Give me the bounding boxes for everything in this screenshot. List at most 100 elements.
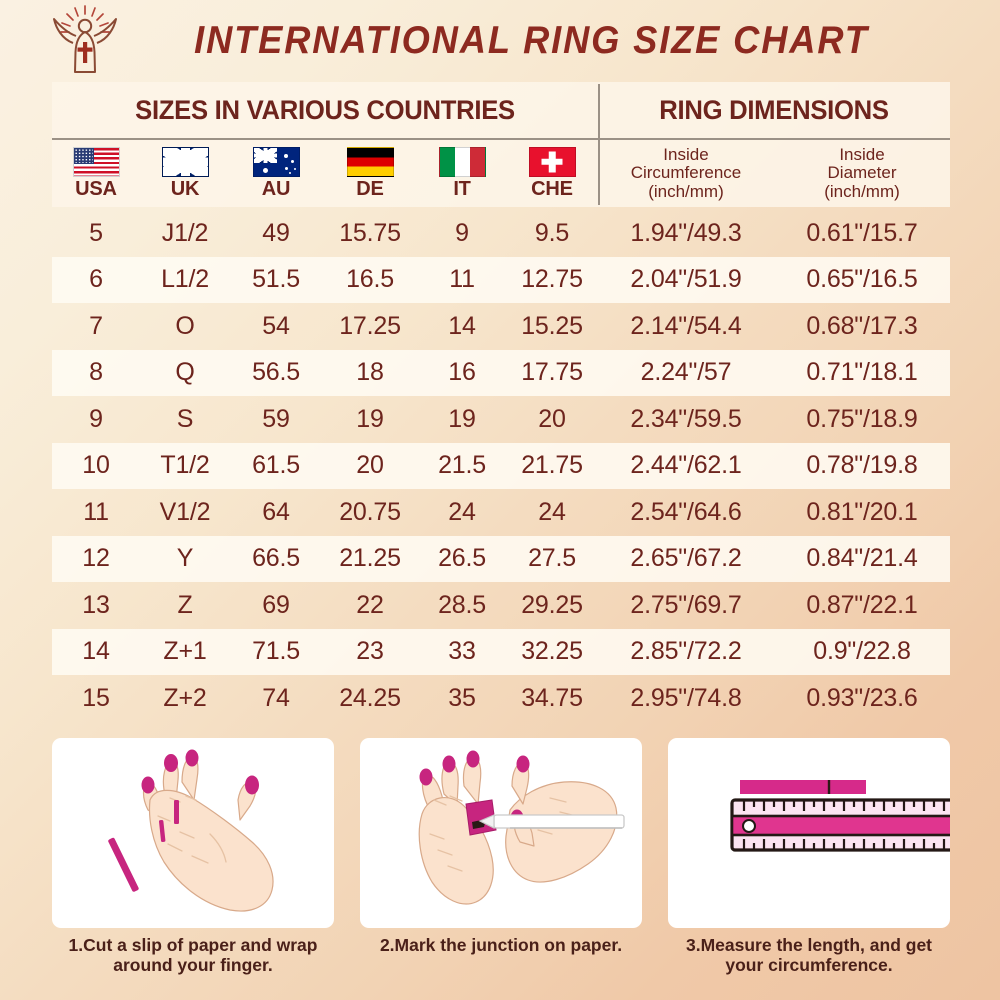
step-2-caption: 2.Mark the junction on paper.: [379, 935, 623, 955]
cell-uk: L1/2: [161, 265, 209, 294]
cell-de: 17.25: [339, 311, 401, 340]
column-code-au: AU: [261, 177, 291, 200]
ring-size-table: 5 J1/2 49 15.75 9 9.5 1.94"/49.3 0.61"/15.7 6 L1/…: [52, 210, 950, 722]
cell-usa: 14: [82, 637, 110, 666]
column-code-it: IT: [453, 177, 471, 200]
diam-line1: Inside: [839, 144, 885, 164]
step-3-caption: 3.Measure the length, and get your circu…: [685, 935, 933, 975]
column-header-uk: UK: [140, 140, 230, 207]
column-code-usa: USA: [75, 177, 117, 200]
cell-au: 66.5: [252, 544, 300, 573]
cell-circ: 2.44"/62.1: [630, 451, 742, 480]
cell-it: 16: [448, 358, 476, 387]
table-row: 7 O 54 17.25 14 15.25 2.14"/54.4 0.68"/17.3: [52, 303, 950, 350]
cell-it: 28.5: [438, 590, 486, 619]
cell-usa: 10: [82, 451, 110, 480]
cell-che: 27.5: [528, 544, 576, 573]
cell-it: 24: [448, 497, 476, 526]
cell-diam: 0.93"/23.6: [806, 683, 918, 712]
cell-che: 21.75: [521, 451, 583, 480]
cell-de: 18: [356, 358, 384, 387]
table-row: 6 L1/2 51.5 16.5 11 12.75 2.04"/51.9 0.65"/16.5: [52, 256, 950, 303]
column-code-che: CHE: [531, 177, 573, 200]
cell-diam: 0.78"/19.8: [806, 451, 918, 480]
cell-au: 69: [262, 590, 290, 619]
cell-circ: 1.94"/49.3: [630, 218, 742, 247]
column-header-inside-circumference: Inside Circumference (inch/mm): [598, 140, 774, 207]
cell-diam: 0.87"/22.1: [806, 590, 918, 619]
cell-it: 11: [449, 265, 475, 294]
cell-au: 51.5: [252, 265, 300, 294]
cell-usa: 5: [89, 218, 103, 247]
cell-de: 23: [356, 637, 384, 666]
cell-de: 19: [356, 404, 384, 433]
cell-diam: 0.68"/17.3: [806, 311, 918, 340]
cell-usa: 15: [82, 683, 110, 712]
cell-circ: 2.95"/74.8: [630, 683, 742, 712]
cell-circ: 2.54"/64.6: [630, 497, 742, 526]
header-horizontal-divider: [52, 138, 950, 140]
cell-che: 12.75: [521, 265, 583, 294]
cell-uk: V1/2: [159, 497, 211, 526]
table-row: 10 T1/2 61.5 20 21.5 21.75 2.44"/62.1 0.78"/19.…: [52, 442, 950, 489]
flag-uk-icon: [161, 146, 209, 177]
cell-usa: 12: [82, 544, 110, 573]
cell-che: 20: [538, 404, 566, 433]
hands-with-pen-marking-icon: [360, 738, 642, 928]
flag-de-icon: [346, 146, 394, 177]
step-3: 3.Measure the length, and get your circu…: [668, 738, 950, 990]
table-row: 5 J1/2 49 15.75 9 9.5 1.94"/49.3 0.61"/15.7: [52, 210, 950, 257]
cell-de: 20: [356, 451, 384, 480]
table-row: 8 Q 56.5 18 16 17.75 2.24"/57 0.71"/18.1: [52, 349, 950, 396]
flag-usa-icon: [72, 146, 120, 177]
flag-it-icon: [438, 146, 486, 177]
cell-au: 64: [262, 497, 290, 526]
cell-diam: 0.61"/15.7: [806, 218, 918, 247]
cell-che: 9.5: [534, 218, 570, 247]
cell-uk: Y: [176, 544, 194, 573]
cell-diam: 0.9"/22.8: [813, 637, 911, 666]
cell-uk: O: [175, 311, 195, 340]
cell-it: 35: [448, 683, 476, 712]
measurement-steps: 1.Cut a slip of paper and wrap around yo…: [52, 738, 950, 990]
cell-circ: 2.04"/51.9: [630, 265, 742, 294]
step-1-caption: 1.Cut a slip of paper and wrap around yo…: [68, 935, 318, 975]
cell-uk: Q: [175, 358, 195, 387]
cell-de: 21.25: [339, 544, 401, 573]
cell-diam: 0.81"/20.1: [806, 497, 918, 526]
column-headers: USA UK AU DE: [52, 140, 950, 207]
cell-che: 32.25: [521, 637, 583, 666]
diam-line3: (inch/mm): [824, 181, 900, 201]
step-2: 2.Mark the junction on paper.: [360, 738, 642, 990]
circ-line1: Inside: [663, 144, 709, 164]
cell-au: 54: [262, 311, 290, 340]
cell-de: 24.25: [339, 683, 401, 712]
cell-circ: 2.24"/57: [640, 358, 732, 387]
cell-au: 49: [262, 218, 290, 247]
table-row: 15 Z+2 74 24.25 35 34.75 2.95"/74.8 0.93"/23.6: [52, 675, 950, 722]
column-header-che: CHE: [506, 140, 598, 207]
cell-uk: J1/2: [161, 218, 209, 247]
flag-au-icon: [252, 146, 300, 177]
column-header-au: AU: [230, 140, 322, 207]
cell-it: 33: [448, 637, 476, 666]
section-title-countries: SIZES IN VARIOUS COUNTRIES: [135, 94, 515, 125]
diam-line2: Diameter: [827, 163, 897, 183]
cell-au: 61.5: [252, 451, 300, 480]
title-bar: INTERNATIONAL RING SIZE CHART: [0, 0, 1000, 82]
cell-it: 9: [455, 218, 469, 247]
page-title: INTERNATIONAL RING SIZE CHART: [194, 19, 869, 62]
hand-with-paper-strip-icon: [52, 738, 334, 928]
column-code-uk: UK: [170, 177, 200, 200]
cell-che: 24: [538, 497, 566, 526]
table-header-block: SIZES IN VARIOUS COUNTRIES RING DIMENSIO…: [52, 82, 950, 207]
cell-usa: 9: [89, 404, 103, 433]
cell-che: 15.25: [521, 311, 583, 340]
cell-de: 15.75: [339, 218, 401, 247]
section-title-dimensions: RING DIMENSIONS: [659, 94, 889, 125]
cell-usa: 11: [83, 497, 109, 526]
step-1: 1.Cut a slip of paper and wrap around yo…: [52, 738, 334, 990]
column-header-it: IT: [418, 140, 506, 207]
cell-au: 59: [262, 404, 290, 433]
